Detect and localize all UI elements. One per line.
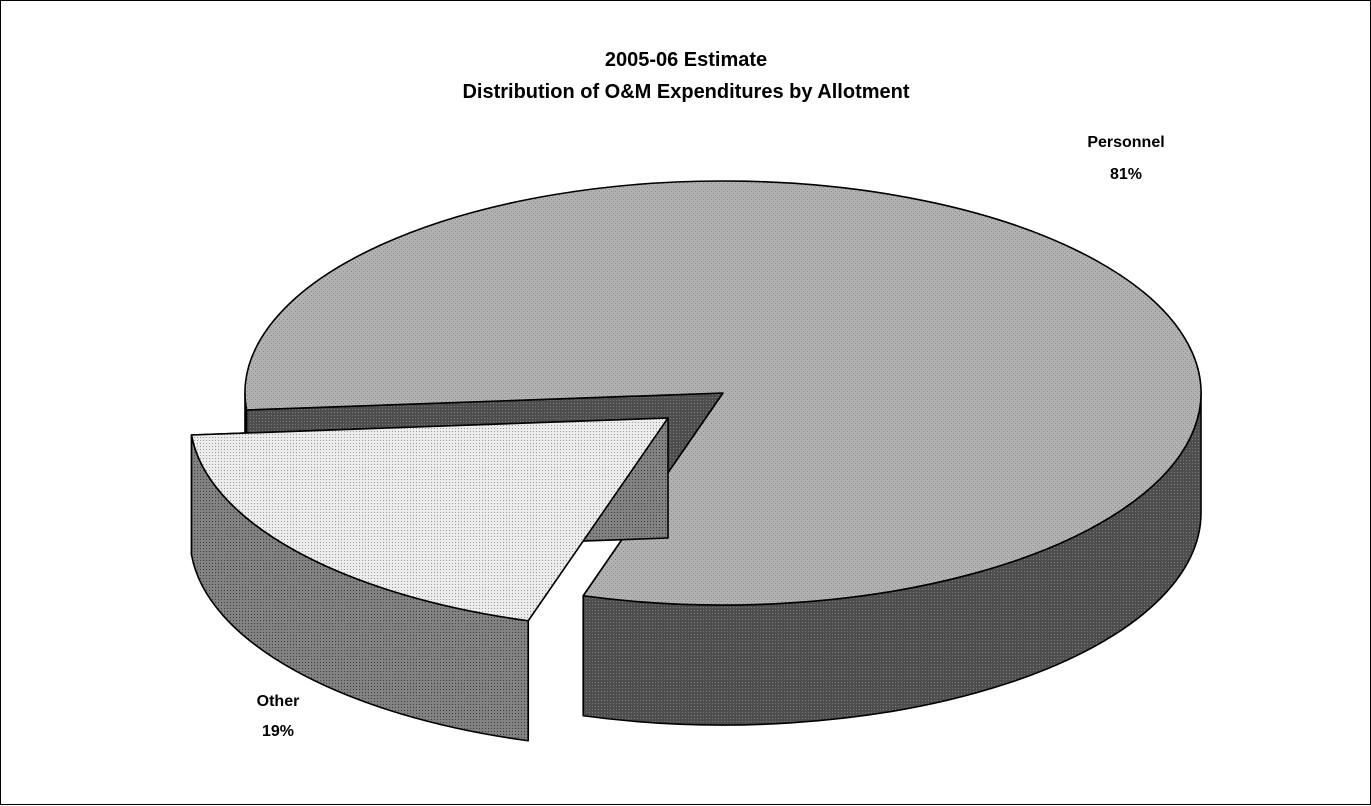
slice-label-other-name: Other bbox=[257, 693, 300, 710]
chart-subtitle: Distribution of O&M Expenditures by Allo… bbox=[462, 81, 909, 103]
slice-label-other-value: 19% bbox=[262, 723, 294, 740]
slice-other-top bbox=[190, 417, 669, 622]
slice-label-personnel-value: 81% bbox=[1110, 166, 1142, 183]
slice-personnel-top bbox=[244, 180, 1202, 606]
pie-slices bbox=[190, 180, 1202, 742]
chart-title: 2005-06 Estimate bbox=[605, 49, 767, 71]
slice-label-personnel-name: Personnel bbox=[1087, 134, 1164, 151]
